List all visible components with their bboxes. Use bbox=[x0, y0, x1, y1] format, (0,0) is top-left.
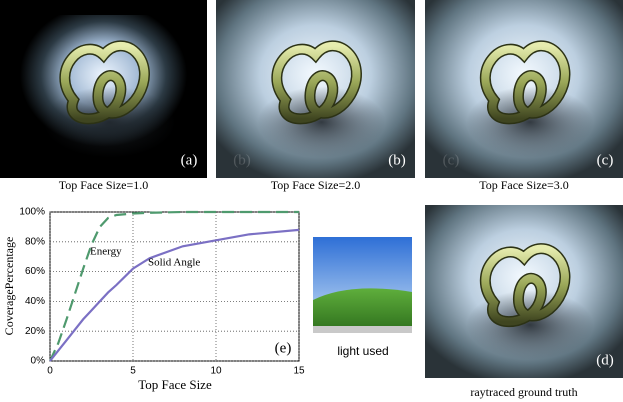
figure: (a) (b) (b) (c) (c) (d) light used 0% 20% 40% 60… bbox=[0, 0, 623, 402]
panel-label: (b) bbox=[388, 152, 406, 168]
y-tick-label: 0% bbox=[31, 356, 46, 367]
panel-caption: Top Face Size=2.0 bbox=[271, 178, 361, 192]
x-tick-label: 0 bbox=[47, 366, 53, 377]
x-tick-label: 10 bbox=[210, 366, 222, 377]
render-panel: (c) (c) bbox=[425, 0, 623, 178]
panel-label-ghost: (c) bbox=[443, 152, 460, 168]
y-tick-label: 40% bbox=[25, 296, 45, 307]
y-tick-label: 100% bbox=[19, 207, 45, 218]
panel-label: (a) bbox=[181, 152, 198, 168]
render-shadow bbox=[43, 87, 175, 158]
series-annotation: Solid Angle bbox=[148, 257, 200, 269]
panel-label: (d) bbox=[596, 352, 614, 368]
y-tick-label: 20% bbox=[25, 326, 45, 337]
panel-label-ghost: (b) bbox=[233, 152, 251, 168]
panel-caption: Top Face Size=1.0 bbox=[59, 178, 149, 192]
y-tick-label: 60% bbox=[25, 266, 45, 277]
light-caption: light used bbox=[337, 344, 388, 358]
render-panel: (d) bbox=[425, 205, 623, 378]
panel-caption: Top Face Size=3.0 bbox=[479, 178, 569, 192]
x-tick-label: 15 bbox=[293, 366, 305, 377]
panel-label: (c) bbox=[597, 152, 614, 168]
panel-caption: raytraced ground truth bbox=[470, 385, 577, 399]
x-axis-label: Top Face Size bbox=[138, 377, 212, 392]
light-image bbox=[313, 237, 412, 333]
render-panel: (a) bbox=[0, 0, 207, 178]
chart: 0% 20% 40% 60% 80% 100% 0 5 10 15 Energy Solid Angl… bbox=[2, 207, 305, 392]
y-axis-label: CoveragePercentage bbox=[2, 237, 16, 336]
plot-frame bbox=[50, 212, 299, 361]
x-tick-label: 5 bbox=[130, 366, 136, 377]
render-panel: (b) (b) bbox=[216, 0, 415, 178]
series-annotation: Energy bbox=[90, 246, 122, 258]
chart-label: (e) bbox=[275, 340, 292, 356]
y-tick-label: 80% bbox=[25, 236, 45, 247]
